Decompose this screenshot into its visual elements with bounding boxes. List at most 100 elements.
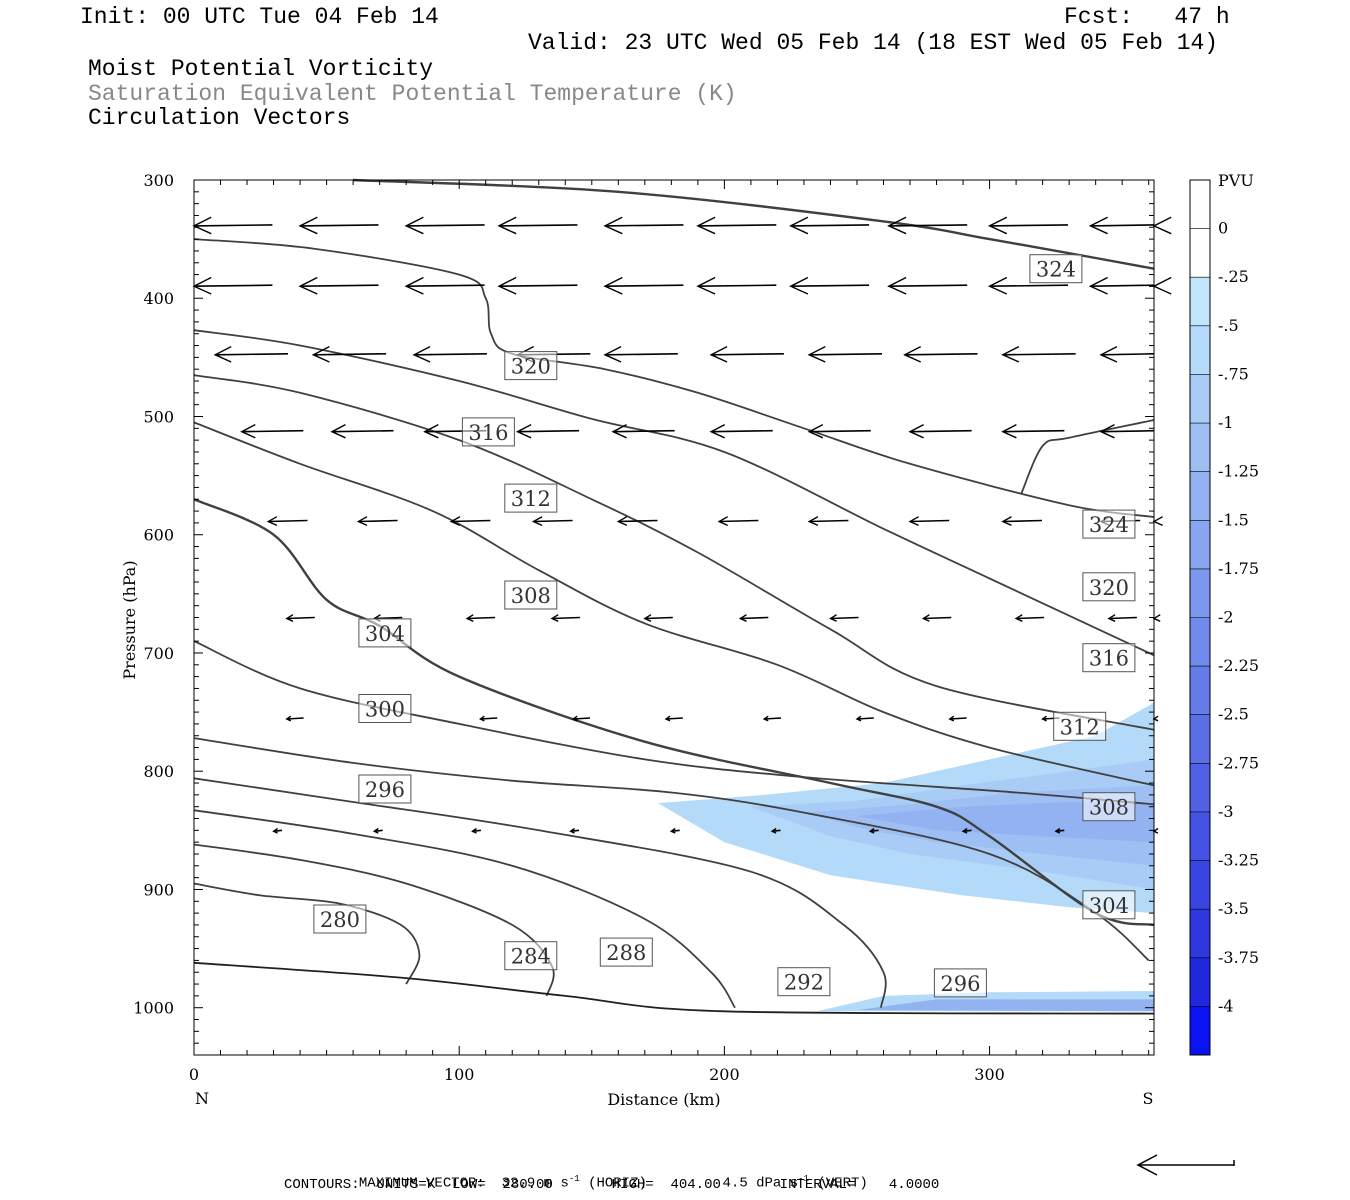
vector-head [571,715,578,722]
vector-arrow [478,715,498,722]
vector-head [603,216,623,235]
vector-arrow [298,276,379,295]
vector-arrow [855,715,874,722]
colorbar-label: -.5 [1218,316,1239,335]
vector-arrow [1099,423,1155,439]
vector-arrow [908,516,950,527]
vector-shaft [809,519,849,523]
vector-arrow [611,423,675,439]
vector-shaft [241,429,304,433]
vector-arrow [1152,516,1163,527]
vector-head [569,827,576,834]
vector-shaft [1108,616,1137,620]
vector-arrow [807,345,883,363]
vector-arrow [213,345,289,363]
x-end-label-right: S [1143,1089,1154,1108]
vector-shaft [856,717,874,720]
vector-shaft [790,284,870,287]
contour-label-312: 312 [504,483,558,513]
vector-head [404,216,424,235]
init-time: Init: 00 UTC Tue 04 Feb 14 [80,4,439,30]
vector-head [1001,423,1017,439]
vector-arrow [770,827,781,834]
vector-arrow [372,827,383,834]
vector-shaft [719,519,759,523]
y-tick-label: 900 [143,880,174,899]
vector-shaft [904,353,978,356]
vector-head [285,715,292,722]
colorbar-label: -2.5 [1218,705,1249,724]
vector-shaft [414,353,487,356]
contour-label-296: 296 [358,774,412,804]
vector-head [266,516,278,527]
vector-shaft [949,717,967,720]
vector-shaft [923,616,952,620]
contour-label-text: 316 [1089,647,1129,671]
vector-arrow [789,276,870,295]
vector-shaft [604,224,684,227]
field-title-mpv: Moist Potential Vorticity [88,56,434,82]
vector-arrow [887,276,968,295]
vector-arrow [285,614,315,622]
vector-head [948,715,955,722]
colorbar-unit: PVU [1218,171,1254,190]
contour-label-text: 312 [1060,715,1100,739]
colorbar-swatch [1190,471,1210,521]
vector-head [1152,276,1172,295]
vector-head [908,423,924,439]
vector-head [789,216,809,235]
vector-shaft [830,616,859,620]
vector-arrow [1152,715,1159,722]
vector-arrow [987,276,1069,295]
colorbar-label: -.75 [1218,364,1249,383]
vector-head [1014,614,1023,622]
contour-label-280: 280 [313,904,367,934]
y-tick-label: 600 [143,526,174,545]
vector-head [330,423,346,439]
vector-arrow [696,216,777,235]
contour-label-box [313,904,367,934]
vector-shaft [711,353,784,356]
vector-head [1152,614,1161,622]
vector-head [1001,345,1020,363]
vector-arrow [643,614,673,622]
contour-labels: 280 284 288 292 296 296 300 304 304 308 308 312 312 3… [313,254,1136,998]
contour-label-312: 312 [1053,711,1107,741]
vector-arrow [497,276,578,295]
surface-line [193,961,1155,1015]
colorbar: PVU 0 -.25 -.5 -.75 -1 -1.25 -1.5 -1.75 -2 -2.25 -2… [1189,171,1259,1056]
vector-head [531,516,543,527]
contour-label-text: 280 [320,908,360,932]
contour-label-text: 308 [1089,796,1129,820]
y-tick-label: 400 [143,289,174,308]
colorbar-swatch [1190,568,1210,618]
vector-shaft [498,284,578,287]
vector-head [471,827,477,834]
vector-arrow [603,216,684,235]
forecast-hour: Fcst: 47 h [1064,4,1230,30]
y-tick-label: 800 [143,762,174,781]
contour-label-316: 316 [1082,643,1136,673]
vector-arrow [1088,276,1155,295]
contour-label-300: 300 [358,694,412,723]
colorbar-swatch [1190,325,1210,375]
vector-shaft [286,717,304,720]
contour-label-box [1029,254,1083,284]
vector-head [298,276,318,295]
vector-arrow [465,614,496,622]
contour-label-296: 296 [933,968,987,998]
vector-arrow [569,827,580,834]
vector-head [770,827,777,834]
colorbar-swatch [1190,423,1210,473]
contour-label-box [1082,572,1136,602]
colorbar-label: -2.75 [1218,753,1259,772]
vector-arrow [1001,516,1043,527]
colorbar-swatch [1190,374,1210,424]
contour-label-text: 304 [365,622,405,646]
colorbar-swatch [1190,228,1210,278]
contour-label-292: 292 [777,967,831,997]
contour-label-308: 308 [1082,792,1136,822]
colorbar-label: -1 [1218,413,1234,432]
contour-label-box [504,941,558,971]
